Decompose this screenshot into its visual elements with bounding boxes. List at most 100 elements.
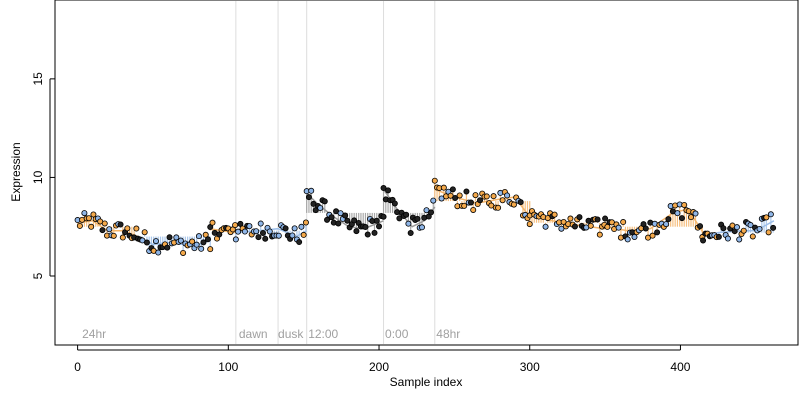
data-point: [765, 229, 772, 236]
data-point: [335, 220, 342, 227]
data-point: [85, 215, 92, 222]
region-label: dawn: [239, 327, 268, 341]
data-point: [253, 228, 260, 235]
data-point: [317, 205, 324, 212]
data-point: [351, 217, 358, 224]
data-point: [763, 214, 770, 221]
data-point: [463, 188, 470, 195]
y-axis: 5 10 15: [31, 72, 55, 279]
data-point: [490, 193, 497, 200]
data-point: [235, 228, 242, 235]
data-point: [467, 199, 474, 206]
data-point: [88, 223, 95, 230]
data-point: [674, 210, 681, 217]
data-point: [282, 225, 289, 232]
data-point: [440, 184, 447, 191]
data-point: [232, 222, 239, 229]
data-point: [649, 232, 656, 239]
data-point: [321, 198, 328, 205]
data-point: [452, 194, 459, 201]
data-point: [246, 223, 253, 230]
data-point: [414, 215, 421, 222]
region-label: 12:00: [308, 327, 338, 341]
data-point: [259, 229, 266, 236]
data-point: [687, 214, 694, 221]
data-point: [255, 234, 262, 241]
data-point: [204, 236, 211, 243]
y-tick-label: 5: [31, 272, 45, 279]
data-point: [209, 219, 216, 226]
data-point: [76, 222, 83, 229]
data-point: [195, 233, 202, 240]
data-point: [405, 220, 412, 227]
data-point: [371, 229, 378, 236]
data-point: [90, 211, 97, 218]
data-point: [164, 244, 171, 251]
data-point: [700, 237, 707, 244]
point-group: [74, 177, 777, 256]
region-label: 48hr: [436, 327, 460, 341]
data-point: [180, 249, 187, 256]
region-label: 24hr: [82, 327, 106, 341]
data-point: [747, 222, 754, 229]
y-tick-label: 10: [31, 170, 45, 184]
data-point: [266, 228, 273, 235]
data-point: [720, 225, 727, 232]
x-axis: 0 100 200 300 400: [74, 345, 691, 374]
data-point: [542, 223, 549, 230]
data-point: [631, 234, 638, 241]
data-point: [373, 217, 380, 224]
data-point: [624, 236, 631, 243]
data-point: [200, 239, 207, 246]
data-point: [117, 221, 124, 228]
data-point: [510, 201, 517, 208]
data-point: [756, 225, 763, 232]
data-point: [517, 199, 524, 206]
data-point: [477, 197, 484, 204]
data-point: [141, 229, 148, 236]
data-point: [604, 223, 611, 230]
data-point: [289, 232, 296, 239]
data-point: [362, 224, 369, 231]
data-point: [615, 224, 622, 231]
data-point: [620, 219, 627, 226]
data-point: [733, 224, 740, 231]
data-point: [642, 225, 649, 232]
data-point: [81, 210, 88, 217]
data-point: [403, 211, 410, 218]
data-point: [110, 232, 117, 239]
data-point: [324, 216, 331, 223]
data-point: [308, 187, 315, 194]
data-point: [189, 238, 196, 245]
y-tick-label: 15: [31, 72, 45, 86]
data-point: [364, 231, 371, 238]
data-point: [472, 192, 479, 199]
data-point: [380, 213, 387, 220]
data-point: [342, 212, 349, 219]
data-point: [681, 202, 688, 209]
data-point: [724, 235, 731, 242]
data-point: [740, 227, 747, 234]
x-axis-label: Sample index: [390, 375, 463, 389]
data-point: [298, 223, 305, 230]
data-point: [237, 220, 244, 227]
data-point: [99, 227, 106, 234]
data-point: [692, 210, 699, 217]
data-point: [376, 223, 383, 230]
data-point: [587, 222, 594, 229]
plot-background: [55, 0, 798, 345]
data-point: [155, 249, 162, 256]
data-point: [428, 209, 435, 216]
data-point: [461, 202, 468, 209]
data-point: [380, 185, 387, 192]
region-label-group: 24hr dawn dusk 12:00 0:00 48hr: [82, 327, 460, 341]
data-point: [571, 223, 578, 230]
data-point: [483, 193, 490, 200]
x-tick-label: 0: [74, 360, 81, 374]
data-point: [504, 192, 511, 199]
data-point: [663, 221, 670, 228]
data-point: [499, 197, 506, 204]
data-point: [106, 226, 113, 233]
data-point: [300, 231, 307, 238]
